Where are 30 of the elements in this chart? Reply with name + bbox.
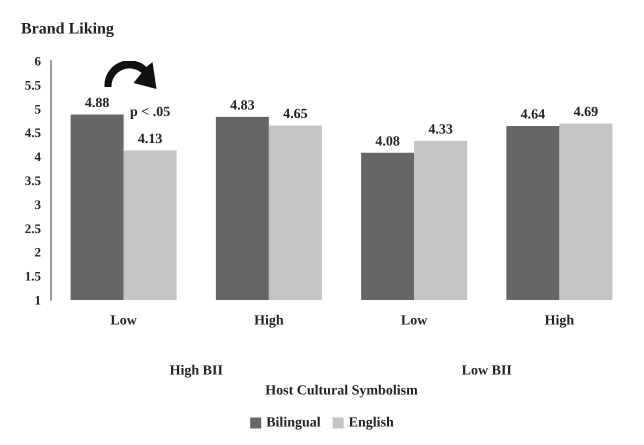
data-label: 4.33 [428, 122, 453, 138]
text: High BII [170, 364, 223, 378]
y-tick-label: 5.5 [24, 77, 42, 92]
y-tick-label: 2.5 [24, 220, 42, 236]
legend-label: English [348, 416, 394, 430]
x-tick-label: Low [400, 314, 428, 328]
x-tick-label: High [254, 314, 284, 328]
y-tick-label: 3 [34, 196, 42, 212]
x-tick-label: Low [110, 314, 138, 328]
y-tick-label: 5 [34, 101, 42, 116]
annotation: p < .05 [130, 104, 170, 120]
y-tick-label: 2 [34, 244, 41, 260]
chart-title: Brand Liking [21, 20, 114, 38]
data-label: 4.69 [574, 105, 598, 120]
y-tick-label: 4.5 [24, 125, 42, 140]
data-label: 4.83 [230, 98, 255, 114]
x-axis-title: Host Cultural Symbolism [265, 384, 418, 398]
data-label: 4.64 [520, 108, 546, 123]
y-tick-label: 1 [34, 292, 41, 308]
y-tick-label: 3.5 [24, 173, 42, 188]
data-label: 4.08 [375, 134, 400, 150]
data-label: 4.65 [283, 107, 308, 122]
y-tick-label: 6 [34, 54, 42, 68]
text: Low BII [462, 364, 512, 378]
data-label: 4.13 [138, 132, 162, 147]
y-tick-label: 1.5 [24, 268, 42, 284]
legend-label: Bilingual [266, 416, 321, 430]
x-tick-label: High [544, 314, 574, 328]
y-tick-label: 4 [34, 149, 42, 164]
data-label: 4.88 [84, 96, 110, 112]
